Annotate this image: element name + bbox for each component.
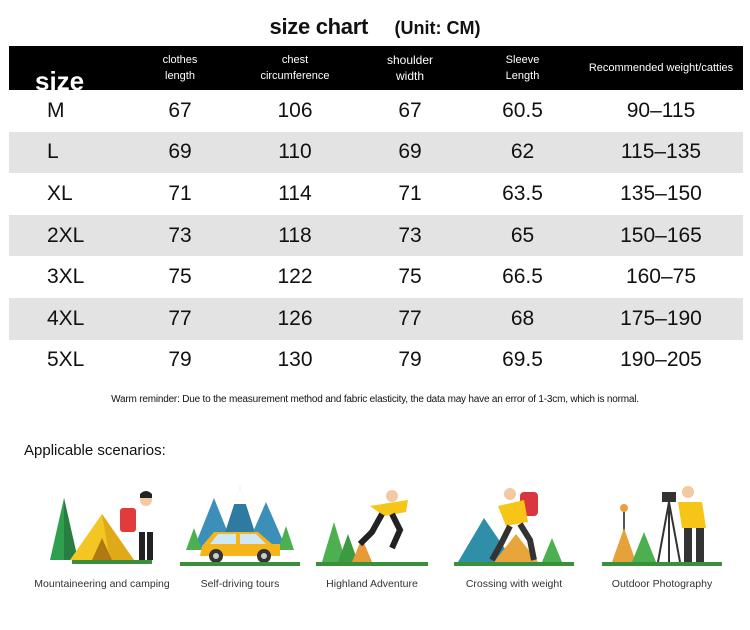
photographer-tripod-icon: [602, 486, 722, 566]
value-cell: 69: [124, 131, 236, 174]
header-chest-circumference: chest circumference: [236, 46, 354, 90]
value-cell: 68: [466, 297, 579, 340]
scenario-photography: Outdoor Photography: [592, 478, 732, 608]
scenario-label: Outdoor Photography: [611, 578, 713, 590]
scenario-label: Highland Adventure: [326, 578, 418, 590]
value-cell: 63.5: [502, 181, 543, 205]
value-cell: 65: [466, 214, 579, 257]
table-row: 2XL 73 118 73 65 150–165: [9, 214, 743, 257]
value-cell: 190–205: [620, 348, 702, 372]
value-cell: 175–190: [579, 297, 743, 340]
value-cell: 118: [236, 214, 354, 257]
header-shoulder-width: shoulder width: [354, 46, 466, 90]
size-cell: L: [9, 131, 124, 174]
hiker-backpack-icon: [454, 488, 574, 566]
car-mountains-icon: [180, 486, 300, 566]
size-cell: 3XL: [47, 265, 85, 289]
scenario-crossing: Crossing with weight: [444, 478, 584, 608]
title-main: size chart: [269, 14, 369, 39]
value-cell: 73: [354, 214, 466, 257]
size-cell: 2XL: [9, 214, 124, 257]
header-clothes-length: clothes length: [124, 46, 236, 90]
table-row: L 69 110 69 62 115–135: [9, 131, 743, 174]
value-cell: 126: [236, 297, 354, 340]
value-cell: 66.5: [502, 265, 543, 289]
scenario-camping: Mountaineering and camping: [32, 478, 172, 608]
size-table: size clothes length chest circumference sh…: [9, 46, 743, 381]
scenario-label: Self-driving tours: [200, 578, 280, 590]
camping-tent-icon: [50, 491, 153, 564]
value-cell: 71: [168, 181, 192, 205]
header-size: size: [9, 46, 124, 94]
value-cell: 67: [168, 98, 192, 122]
value-cell: 160–75: [625, 265, 697, 289]
value-cell: 60.5: [502, 98, 543, 122]
value-cell: 75: [168, 265, 192, 289]
warm-reminder: Warm reminder: Due to the measurement me…: [111, 394, 639, 405]
table-row: 4XL 77 126 77 68 175–190: [9, 297, 743, 340]
scenario-self-driving: Self-driving tours: [170, 478, 310, 608]
value-cell: 62: [466, 131, 579, 174]
value-cell: 90–115: [626, 98, 696, 122]
value-cell: 79: [168, 348, 192, 372]
size-cell: 5XL: [47, 348, 85, 372]
size-cell: M: [47, 98, 65, 122]
scenarios-title: Applicable scenarios:: [24, 442, 166, 459]
value-cell: 79: [398, 348, 422, 372]
value-cell: 67: [398, 98, 422, 122]
value-cell: 77: [354, 297, 466, 340]
size-cell: 4XL: [9, 297, 124, 340]
value-cell: 73: [124, 214, 236, 257]
header-recommended-weight: Recommended weight/catties: [579, 46, 743, 90]
value-cell: 77: [124, 297, 236, 340]
value-cell: 71: [398, 181, 422, 205]
value-cell: 106: [277, 98, 313, 122]
value-cell: 110: [236, 131, 354, 174]
value-cell: 114: [278, 181, 312, 205]
value-cell: 115–135: [579, 131, 743, 174]
value-cell: 69.5: [502, 348, 543, 372]
size-cell: XL: [47, 181, 73, 205]
scenario-label: Mountaineering and camping: [34, 578, 170, 590]
table-header-row: size clothes length chest circumference sh…: [9, 46, 743, 94]
table-row: 3XL 75 122 75 66.5 160–75: [9, 256, 743, 298]
chart-title: size chart (Unit: CM): [0, 14, 750, 46]
value-cell: 122: [277, 265, 313, 289]
value-cell: 69: [354, 131, 466, 174]
table-row: 5XL 79 130 79 69.5 190–205: [9, 340, 743, 382]
title-unit: (Unit: CM): [394, 18, 481, 38]
table-row: M 67 106 67 60.5 90–115: [9, 90, 743, 132]
value-cell: 135–150: [620, 181, 702, 205]
table-row: XL 71 114 71 63.5 135–150: [9, 173, 743, 215]
scenario-highland: Highland Adventure: [302, 478, 442, 608]
value-cell: 75: [398, 265, 422, 289]
jumping-person-icon: [316, 490, 428, 566]
value-cell: 130: [277, 348, 313, 372]
value-cell: 150–165: [579, 214, 743, 257]
header-sleeve-length: Sleeve Length: [466, 46, 579, 90]
scenario-label: Crossing with weight: [465, 578, 563, 590]
